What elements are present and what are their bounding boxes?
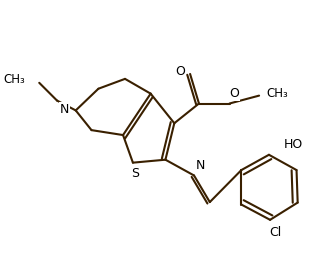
Text: HO: HO <box>284 138 303 152</box>
Text: O: O <box>229 87 240 100</box>
Text: N: N <box>60 103 70 116</box>
Text: N: N <box>195 159 205 172</box>
Text: CH₃: CH₃ <box>4 73 25 86</box>
Text: CH₃: CH₃ <box>266 87 288 100</box>
Text: S: S <box>131 167 139 180</box>
Text: O: O <box>175 65 185 78</box>
Text: Cl: Cl <box>269 226 281 239</box>
